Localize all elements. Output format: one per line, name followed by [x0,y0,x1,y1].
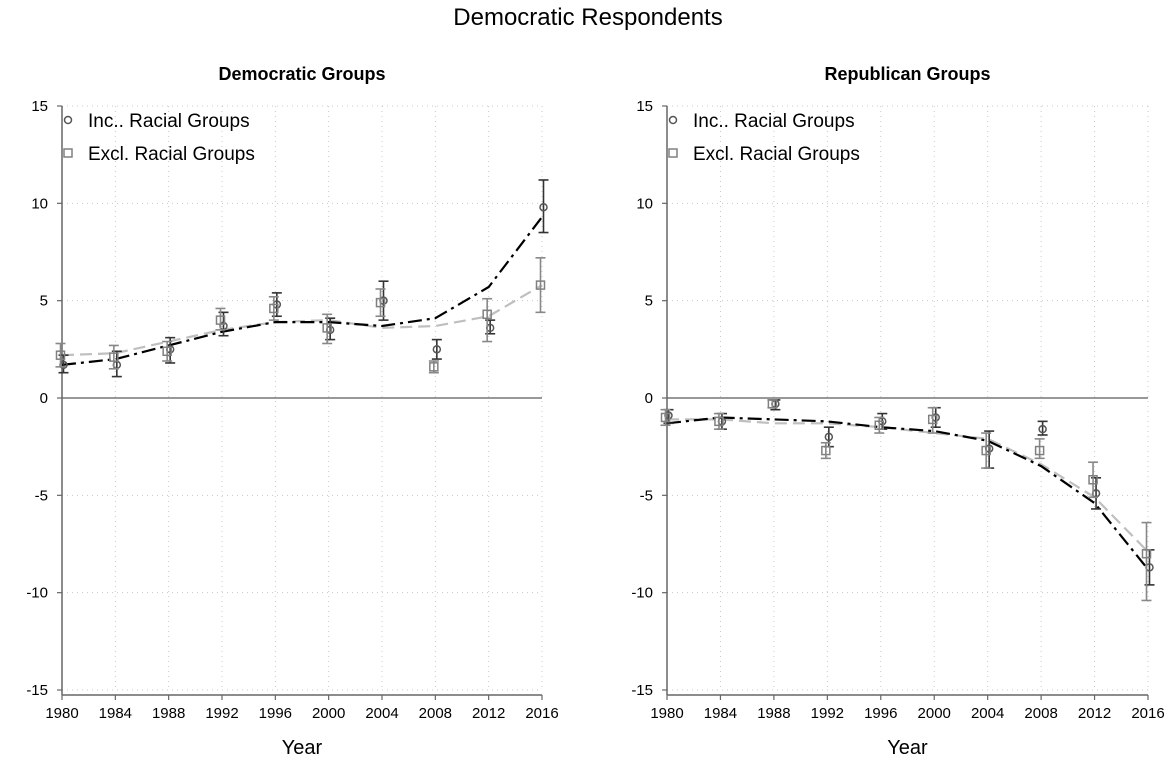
point-excl [767,399,778,409]
y-tick-label: 10 [31,195,48,212]
fit-line-inc [61,216,543,366]
point-excl [109,352,119,362]
x-tick-label: 2000 [312,705,345,722]
x-tick-label: 2016 [525,705,558,722]
legend-label: Excl. Racial Groups [88,144,255,165]
x-tick-label: 2008 [419,705,452,722]
x-tick-label: 1988 [757,705,790,722]
panel-2: Republican Groups 15 10 5 0 -5 -10 -15 1980 1984 1… [631,64,1164,759]
x-tick-label: 1980 [45,705,78,722]
y-tick-label: 5 [645,293,653,310]
legend-marker-square [63,148,73,158]
y-tick-label: -5 [640,487,653,504]
point-excl [927,414,938,425]
legend-marker-square [668,148,678,158]
point-excl [714,416,724,427]
point-excl [660,412,671,423]
x-axis-label: Year [282,737,323,759]
y-tick-label: 0 [645,390,653,407]
y-tick-label: 15 [636,98,653,115]
y-tick-label: 15 [31,98,48,115]
figure-title: Democratic Respondents [453,4,723,31]
x-tick-label: 2004 [365,705,398,722]
point-excl [1141,548,1152,559]
point-inc [539,202,548,212]
point-excl [821,445,831,456]
x-tick-label: 2004 [971,705,1004,722]
point-excl [1088,475,1098,485]
point-excl [981,445,991,456]
point-excl [55,350,66,360]
y-tick-label: -10 [631,585,653,602]
y-tick-label: -5 [35,487,48,504]
x-tick-label: 2016 [1131,705,1164,722]
x-tick-label: 1992 [811,705,844,722]
panel-title: Republican Groups [824,64,990,84]
legend-label: Inc.. Racial Groups [693,111,855,132]
point-excl [269,303,279,314]
legend: Inc.. Racial Groups Excl. Racial Groups [668,111,860,165]
fit-line-inc [666,416,1149,570]
point-excl [215,315,226,325]
x-tick-label: 2000 [918,705,951,722]
y-tick-label: 0 [40,390,48,407]
point-excl [1034,445,1045,456]
x-tick-label: 1996 [864,705,897,722]
x-tick-label: 1984 [99,705,132,722]
x-tick-label: 1996 [259,705,292,722]
point-inc [1038,424,1047,434]
point-excl [874,420,885,431]
x-tick-label: 2008 [1024,705,1057,722]
point-inc [824,432,834,442]
x-tick-label: 2012 [472,705,505,722]
panel-1: Democratic Groups 15 10 5 0 -5 -10 -15 1980 1984 1… [26,64,558,759]
legend-marker-circle [63,115,73,125]
point-inc [432,345,442,354]
legend-marker-circle [668,115,678,125]
legend: Inc.. Racial Groups Excl. Racial Groups [63,111,255,165]
point-excl [535,280,546,290]
legend-label: Inc.. Racial Groups [88,111,250,132]
y-tick-label: -15 [26,682,48,699]
y-tick-label: 5 [40,293,48,310]
x-tick-label: 1992 [205,705,238,722]
y-tick-label: -10 [26,585,48,602]
x-axis-label: Year [887,737,928,759]
x-tick-label: 2012 [1078,705,1111,722]
point-excl [429,362,439,372]
point-excl [322,323,332,333]
x-tick-label: 1984 [704,705,737,722]
x-tick-label: 1980 [650,705,683,722]
point-excl [482,309,492,320]
x-tick-label: 1988 [152,705,185,722]
fit-line-excl [667,418,1149,553]
legend-label: Excl. Racial Groups [693,144,860,165]
y-tick-label: -15 [631,682,653,699]
fit-line-excl [61,284,543,357]
panel-title: Democratic Groups [218,64,385,84]
point-excl [162,346,172,357]
y-tick-label: 10 [636,195,653,212]
point-excl [375,297,386,308]
